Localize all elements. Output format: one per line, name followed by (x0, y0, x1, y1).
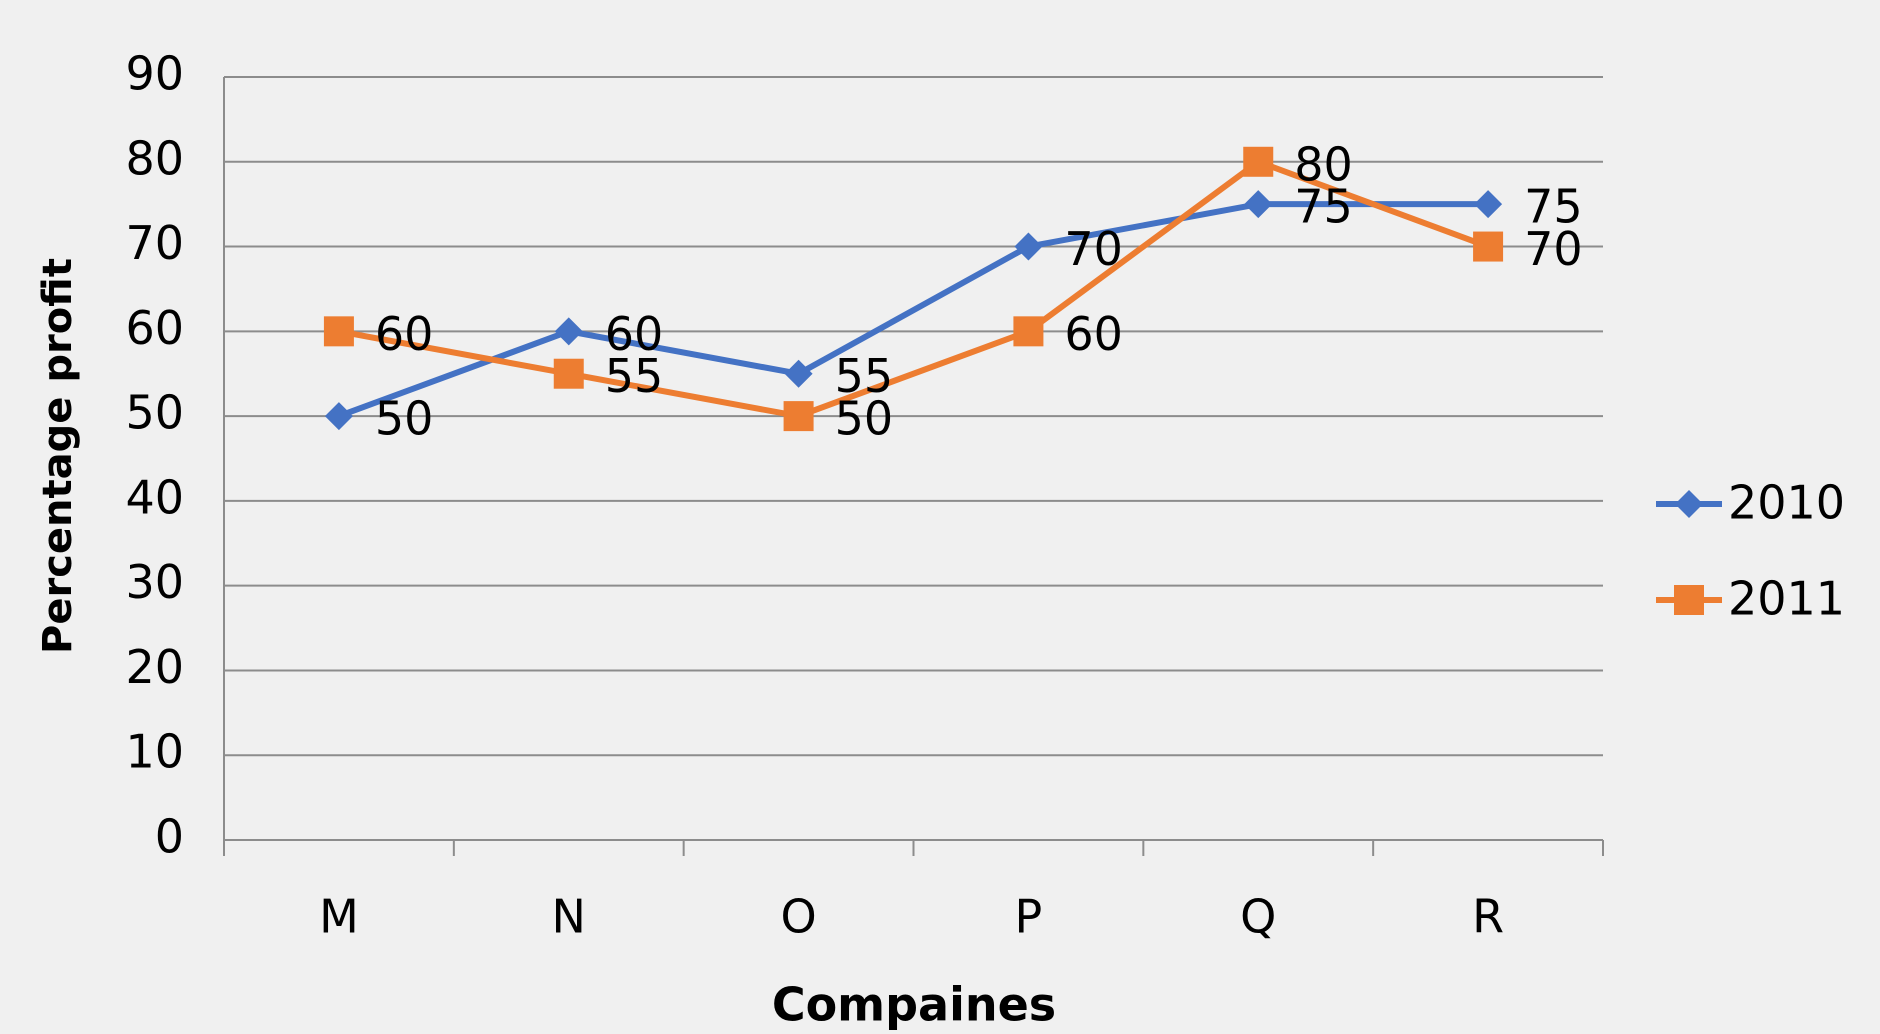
x-tick-label: O (780, 890, 816, 944)
data-label: 50 (375, 392, 434, 446)
marker (784, 359, 813, 388)
marker (1674, 585, 1704, 615)
data-label: 55 (835, 349, 894, 403)
x-axis-label: Compaines (772, 978, 1056, 1032)
y-tick-label: 10 (125, 725, 184, 779)
data-label: 70 (1064, 222, 1123, 276)
x-tick-label: P (1015, 890, 1043, 944)
data-label: 60 (1064, 307, 1123, 361)
y-tick-label: 30 (125, 555, 184, 609)
y-axis-label: Percentage profit (35, 258, 81, 654)
y-tick-label: 40 (125, 470, 184, 524)
series-line (338, 158, 1490, 420)
marker (553, 358, 584, 389)
data-label: 80 (1294, 137, 1353, 191)
marker (1013, 316, 1044, 347)
data-label: 70 (1524, 222, 1583, 276)
marker (323, 316, 354, 347)
marker (1675, 490, 1703, 518)
series-line (337, 201, 1489, 419)
marker (1473, 231, 1504, 262)
y-tick-label: 60 (125, 301, 184, 355)
data-label: 60 (605, 307, 664, 361)
y-tick-label: 50 (125, 386, 184, 440)
y-tick-label: 80 (125, 131, 184, 185)
data-label: 55 (605, 349, 664, 403)
x-tick-label: Q (1240, 890, 1276, 944)
legend-label: 2010 (1728, 476, 1845, 530)
data-label: 75 (1294, 180, 1353, 234)
marker (1243, 146, 1274, 177)
y-tick-label: 0 (155, 810, 184, 864)
legend-label: 2011 (1728, 572, 1845, 626)
data-label: 50 (835, 392, 894, 446)
data-label: 60 (375, 307, 434, 361)
marker (783, 401, 814, 432)
x-tick-label: M (319, 890, 359, 944)
marker (1014, 232, 1043, 261)
marker (324, 402, 353, 431)
marker (1244, 190, 1273, 219)
marker (554, 317, 583, 346)
y-tick-label: 20 (125, 640, 184, 694)
x-tick-label: R (1472, 890, 1504, 944)
data-label: 75 (1524, 180, 1583, 234)
marker (1474, 190, 1503, 219)
y-tick-label: 90 (125, 47, 184, 101)
y-tick-label: 70 (125, 216, 184, 270)
x-tick-label: N (552, 890, 586, 944)
